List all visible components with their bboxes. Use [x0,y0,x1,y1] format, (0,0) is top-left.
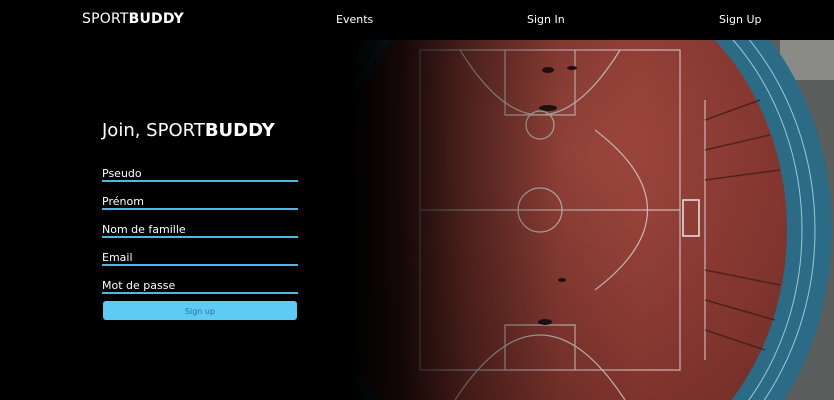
title-bold-text: BUDDY [204,120,275,141]
pseudo-input[interactable] [102,164,298,183]
nav-sign-in-link[interactable]: Sign In [527,13,565,26]
email-input[interactable] [102,248,298,267]
last-name-input[interactable] [102,220,298,239]
aerial-sports-court-image [0,40,834,400]
signup-form-title: Join, SPORTBUDDY [102,120,275,141]
password-field [102,274,298,295]
logo-light-text: SPORT [82,11,129,27]
email-field [102,246,298,267]
nav-events-link[interactable]: Events [336,13,374,26]
dark-gradient-overlay [0,40,834,400]
prenom-field [102,190,298,211]
brand-logo[interactable]: SPORTBUDDY [82,11,184,27]
title-light-text: Join, SPORT [102,120,205,141]
nav-sign-up-link[interactable]: Sign Up [719,13,762,26]
logo-bold-text: BUDDY [128,11,185,27]
pseudo-field [102,162,298,183]
password-input[interactable] [102,276,298,295]
first-name-input[interactable] [102,192,298,211]
last-name-field [102,218,298,239]
top-navbar: SPORTBUDDY Events Sign In Sign Up [0,0,834,40]
sign-up-button[interactable]: Sign up [103,301,297,320]
